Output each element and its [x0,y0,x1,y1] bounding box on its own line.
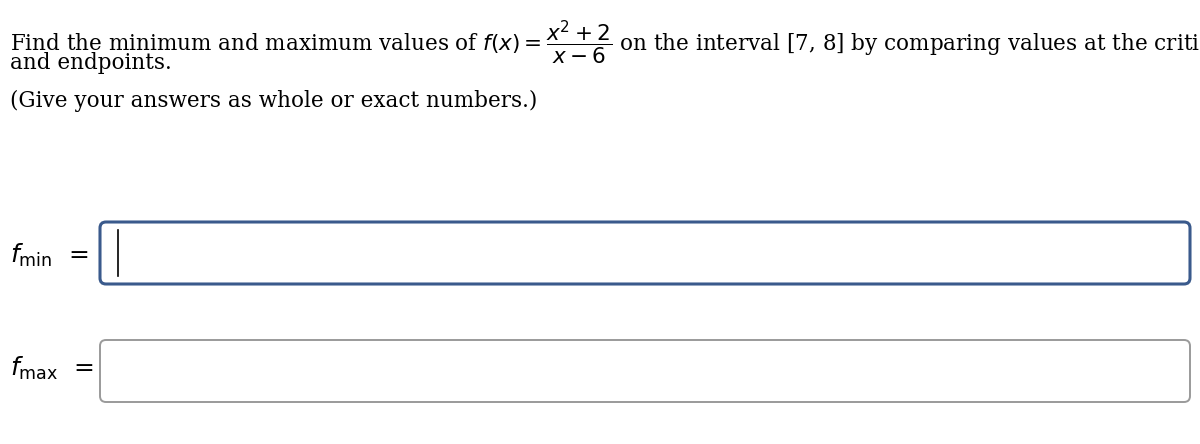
Text: $f_{\mathrm{min}}$  =: $f_{\mathrm{min}}$ = [10,242,89,269]
Text: (Give your answers as whole or exact numbers.): (Give your answers as whole or exact num… [10,90,538,112]
Text: Find the minimum and maximum values of $f(x) = \dfrac{x^2+2}{x-6}$ on the interv: Find the minimum and maximum values of $… [10,18,1200,66]
Text: $f_{\mathrm{max}}$  =: $f_{\mathrm{max}}$ = [10,354,94,381]
FancyBboxPatch shape [100,222,1190,284]
Text: and endpoints.: and endpoints. [10,52,172,74]
FancyBboxPatch shape [100,340,1190,402]
